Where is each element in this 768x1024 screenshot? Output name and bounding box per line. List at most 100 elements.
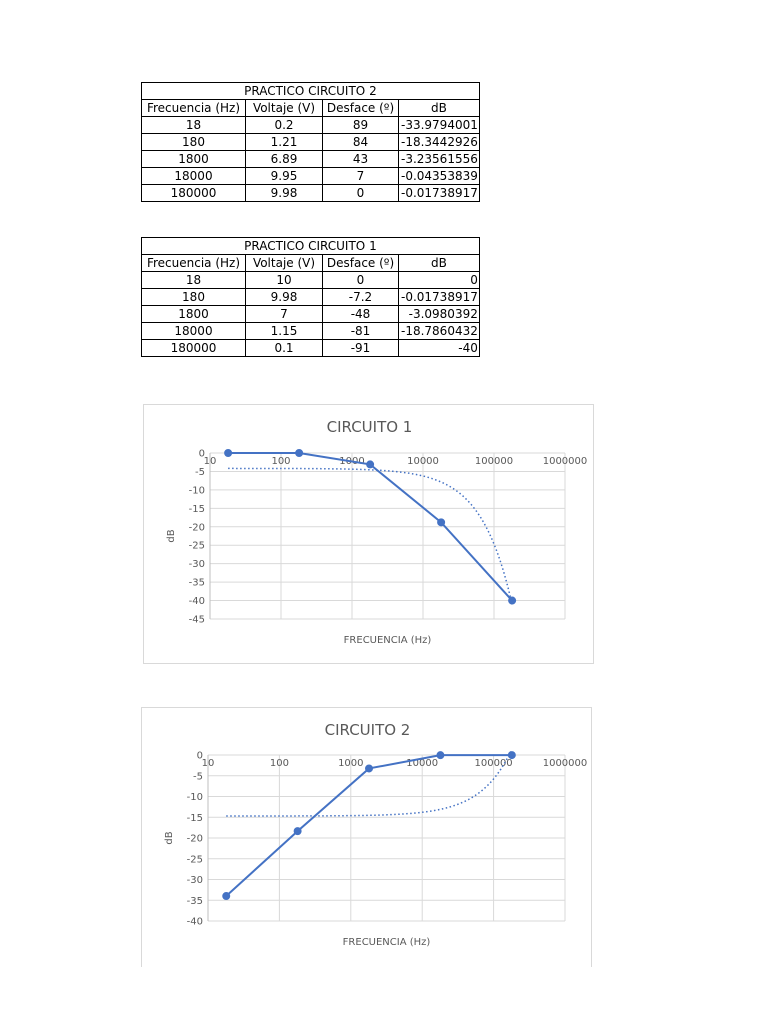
table-cell: 6.89 (245, 150, 323, 168)
x-tick-label: 10000 (407, 456, 439, 467)
table-row: 18000 1.15 -81 -18.7860432 (141, 322, 480, 340)
data-point (365, 764, 374, 773)
y-axis-title: dB (164, 831, 175, 844)
table-cell: 0 (398, 271, 480, 289)
chart-title: CIRCUITO 2 (325, 721, 411, 739)
column-header-frecuencia: Frecuencia (Hz) (141, 254, 246, 272)
table-cell: 18 (141, 116, 246, 134)
y-tick-label: -15 (189, 504, 205, 515)
column-header-voltaje: Voltaje (V) (245, 254, 323, 272)
table-row: 180000 9.98 0 -0.01738917 (141, 184, 480, 202)
chart-circuito-1: CIRCUITO 1 0 -5 -10 -15 -20 -25 -30 -35 -40 -45 10 1… (143, 404, 594, 664)
x-tick-label: 1000 (338, 758, 363, 769)
table-row: 180 9.98 -7.2 -0.01738917 (141, 288, 480, 306)
table-cell: -3.0980392 (398, 305, 480, 323)
table-cell: 1800 (141, 305, 246, 323)
column-header-db: dB (398, 254, 480, 272)
column-header-desface: Desface (º) (322, 254, 399, 272)
table-row: 18000 9.95 7 -0.04353839 (141, 167, 480, 185)
table-cell: 0 (322, 271, 399, 289)
table-cell: 10 (245, 271, 323, 289)
table-cell: -3.23561556 (398, 150, 480, 168)
table-cell: -0.04353839 (398, 167, 480, 185)
y-tick-label: -30 (189, 559, 205, 570)
table-cell: -40 (398, 339, 480, 357)
table-cell: 0.2 (245, 116, 323, 134)
column-header-db: dB (398, 99, 480, 117)
y-tick-label: -20 (189, 522, 205, 533)
table-title: PRACTICO CIRCUITO 2 (141, 82, 480, 100)
table-cell: -0.01738917 (398, 184, 480, 202)
column-header-frecuencia: Frecuencia (Hz) (141, 99, 246, 117)
x-axis-title: FRECUENCIA (Hz) (343, 937, 431, 948)
table-cell: -48 (322, 305, 399, 323)
table-row: 18 10 0 0 (141, 271, 480, 289)
table-cell: -91 (322, 339, 399, 357)
y-tick-label: -15 (187, 813, 203, 824)
table-cell: -7.2 (322, 288, 399, 306)
y-tick-label: -5 (195, 467, 205, 478)
y-tick-label: 0 (197, 751, 203, 762)
y-tick-label: -40 (187, 917, 203, 928)
chart-title: CIRCUITO 1 (327, 418, 413, 436)
x-tick-label: 10000 (406, 758, 438, 769)
table-cell: -33.9794001 (398, 116, 480, 134)
x-axis-title: FRECUENCIA (Hz) (344, 635, 432, 646)
data-point (366, 460, 375, 469)
table-cell: 84 (322, 133, 399, 151)
y-axis-title: dB (166, 529, 177, 542)
data-point (224, 449, 233, 457)
table-cell: 1.21 (245, 133, 323, 151)
table-cell: -81 (322, 322, 399, 340)
table-cell: -18.7860432 (398, 322, 480, 340)
column-header-voltaje: Voltaje (V) (245, 99, 323, 117)
table-cell: 0.1 (245, 339, 323, 357)
table-cell: 9.98 (245, 288, 323, 306)
table-cell: 180000 (141, 339, 246, 357)
y-tick-label: -20 (187, 834, 203, 845)
y-tick-label: -25 (187, 854, 203, 865)
table-cell: 9.95 (245, 167, 323, 185)
data-point (508, 596, 517, 605)
table-cell: 180 (141, 288, 246, 306)
table-cell: 9.98 (245, 184, 323, 202)
table-cell: 180000 (141, 184, 246, 202)
table-row: 1800 7 -48 -3.0980392 (141, 305, 480, 323)
data-table-circuito-1: PRACTICO CIRCUITO 1 Frecuencia (Hz) Volt… (141, 237, 480, 357)
y-tick-label: -30 (187, 875, 203, 886)
data-point (293, 827, 302, 836)
y-tick-label: -10 (187, 792, 203, 803)
x-tick-label: 100 (270, 758, 289, 769)
y-tick-label: -35 (189, 578, 205, 589)
table-cell: 1.15 (245, 322, 323, 340)
table-cell: 18 (141, 271, 246, 289)
y-tick-label: -45 (189, 615, 205, 626)
y-tick-label: 0 (199, 449, 205, 460)
y-tick-label: -10 (189, 485, 205, 496)
chart-circuito-2: CIRCUITO 2 0 -5 -10 -15 -20 -25 -30 -35 -40 10 100 1… (141, 707, 592, 967)
table-cell: 43 (322, 150, 399, 168)
x-tick-label: 1000000 (543, 456, 588, 467)
table-cell: 7 (322, 167, 399, 185)
table-cell: 7 (245, 305, 323, 323)
y-tick-label: -40 (189, 596, 205, 607)
table-cell: 1800 (141, 150, 246, 168)
table-cell: 18000 (141, 167, 246, 185)
table-row: 18 0.2 89 -33.9794001 (141, 116, 480, 134)
table-row: 1800 6.89 43 -3.23561556 (141, 150, 480, 168)
column-header-desface: Desface (º) (322, 99, 399, 117)
table-cell: 180 (141, 133, 246, 151)
data-point (507, 751, 516, 760)
table-cell: 0 (322, 184, 399, 202)
table-row: 180 1.21 84 -18.3442926 (141, 133, 480, 151)
table-cell: -0.01738917 (398, 288, 480, 306)
table-cell: 89 (322, 116, 399, 134)
x-tick-label: 100000 (475, 456, 513, 467)
trendline (228, 467, 513, 605)
data-table-circuito-2: PRACTICO CIRCUITO 2 Frecuencia (Hz) Volt… (141, 82, 480, 202)
table-title: PRACTICO CIRCUITO 1 (141, 237, 480, 255)
y-tick-label: -25 (189, 541, 205, 552)
y-tick-label: -35 (187, 896, 203, 907)
x-tick-label: 100 (271, 456, 290, 467)
